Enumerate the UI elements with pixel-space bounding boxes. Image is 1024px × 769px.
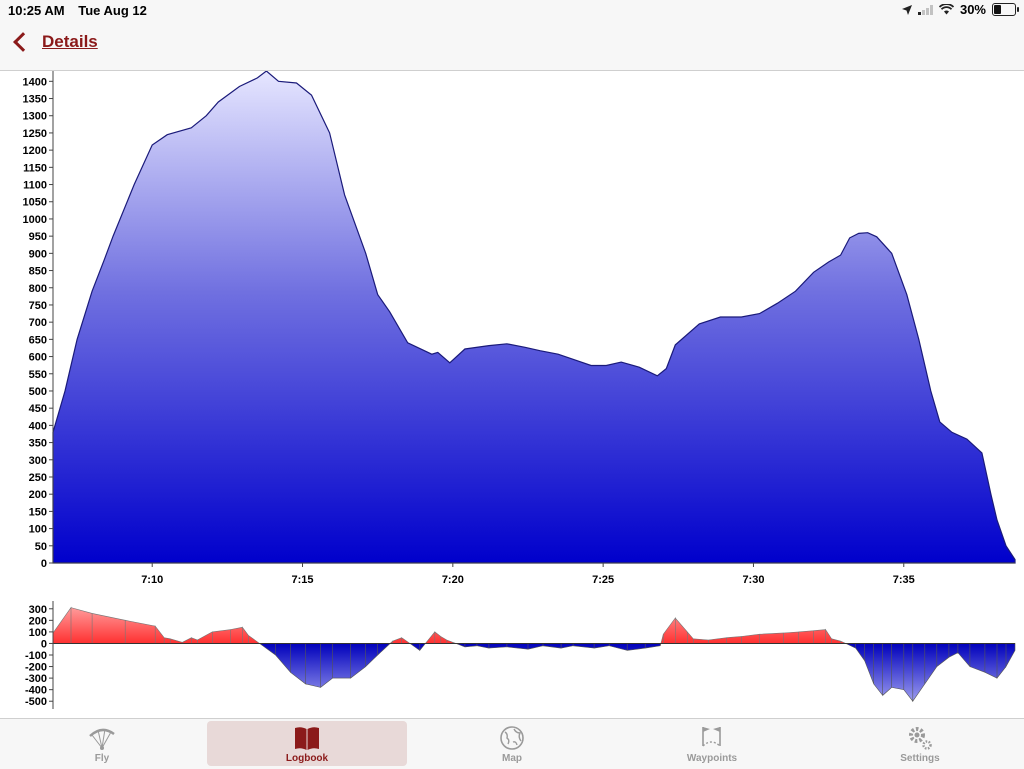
location-arrow-icon: [901, 4, 912, 15]
tab-logbook-label: Logbook: [285, 753, 329, 764]
altitude-y-tick-label: 250: [29, 472, 47, 484]
flags-icon: [702, 727, 721, 747]
altitude-chart: 0 50 100 150 200 250 300 350 400 450 500 550 600 650 7…: [23, 71, 1016, 586]
cellular-signal-icon: [917, 4, 933, 15]
altitude-y-tick-label: 350: [29, 438, 47, 450]
tab-logbook[interactable]: Logbook: [207, 721, 407, 766]
altitude-y-tick-label: 1250: [23, 128, 47, 140]
tab-map-label: Map: [502, 753, 522, 764]
vario-y-tick-label: -200: [25, 662, 47, 674]
altitude-x-tick-label: 7:35: [893, 574, 915, 586]
battery-percent: 30%: [959, 2, 986, 17]
status-time: 10:25 AM: [8, 3, 65, 18]
vario-y-tick-label: -300: [25, 673, 47, 685]
altitude-y-tick-label: 600: [29, 352, 47, 364]
gears-icon: [909, 727, 932, 750]
status-date: Tue Aug 12: [78, 3, 147, 18]
vario-y-tick-label: 200: [29, 615, 47, 627]
tab-settings[interactable]: Settings: [820, 721, 1020, 766]
tab-fly[interactable]: Fly: [2, 721, 202, 766]
altitude-y-tick-label: 700: [29, 317, 47, 329]
altitude-y-tick-label: 550: [29, 369, 47, 381]
vario-sink-area: [258, 643, 1016, 703]
altitude-y-tick-label: 300: [29, 455, 47, 467]
vario-y-tick-label: 0: [41, 638, 47, 650]
vario-y-tick-label: -500: [25, 696, 47, 708]
paraglider-icon: [89, 728, 115, 750]
vario-y-tick-label: 300: [29, 604, 47, 616]
tab-map[interactable]: Map: [412, 721, 612, 766]
altitude-y-tick-label: 50: [35, 541, 47, 553]
chevron-left-icon: [13, 32, 33, 52]
tab-waypoints[interactable]: Waypoints: [612, 721, 812, 766]
altitude-y-tick-label: 1200: [23, 145, 47, 157]
chart-area: 0 50 100 150 200 250 300 350 400 450 500 550 600 650 7…: [0, 71, 1024, 718]
wifi-icon: [938, 4, 954, 15]
altitude-y-tick-label: 1400: [23, 76, 47, 88]
altitude-y-tick-label: 850: [29, 266, 47, 278]
back-button[interactable]: Details: [10, 32, 98, 52]
vario-climb-area: [52, 606, 846, 644]
back-button-label: Details: [42, 32, 98, 51]
altitude-x-tick-label: 7:30: [742, 574, 764, 586]
altitude-y-tick-label: 1100: [23, 180, 47, 192]
altitude-y-tick-label: 200: [29, 489, 47, 501]
altitude-y-tick-label: 650: [29, 334, 47, 346]
altitude-y-tick-label: 150: [29, 506, 47, 518]
nav-bar: Details: [0, 22, 1024, 71]
vario-y-tick-label: -400: [25, 685, 47, 697]
book-icon: [295, 727, 319, 750]
tab-fly-label: Fly: [94, 753, 110, 764]
altitude-x-tick-label: 7:15: [292, 574, 314, 586]
altitude-y-tick-label: 950: [29, 231, 47, 243]
altitude-x-tick-label: 7:20: [442, 574, 464, 586]
altitude-y-tick-label: 1300: [23, 111, 47, 123]
altitude-y-tick-label: 1350: [23, 94, 47, 106]
battery-icon: [992, 3, 1019, 16]
vario-y-tick-label: -100: [25, 650, 47, 662]
altitude-y-tick-label: 0: [41, 558, 47, 570]
altitude-y-tick-label: 1150: [23, 162, 47, 174]
tab-bar: Fly Logbook Map Waypoints Settings: [0, 718, 1024, 769]
altitude-x-tick-label: 7:25: [592, 574, 614, 586]
altitude-y-tick-label: 900: [29, 248, 47, 260]
altitude-x-tick-label: 7:10: [141, 574, 163, 586]
altitude-y-tick-label: 800: [29, 283, 47, 295]
vario-y-tick-label: 100: [29, 627, 47, 639]
altitude-y-tick-label: 1000: [23, 214, 47, 226]
altitude-y-tick-label: 500: [29, 386, 47, 398]
status-bar: 10:25 AM Tue Aug 12 30%: [0, 0, 1024, 22]
altitude-series-area: [52, 71, 1016, 564]
globe-icon: [500, 726, 524, 750]
altitude-y-tick-label: 450: [29, 403, 47, 415]
altitude-y-tick-label: 1050: [23, 197, 47, 209]
tab-waypoints-label: Waypoints: [686, 753, 738, 764]
altitude-y-tick-label: 400: [29, 420, 47, 432]
altitude-y-tick-label: 750: [29, 300, 47, 312]
altitude-y-tick-label: 100: [29, 524, 47, 536]
tab-settings-label: Settings: [900, 753, 940, 764]
